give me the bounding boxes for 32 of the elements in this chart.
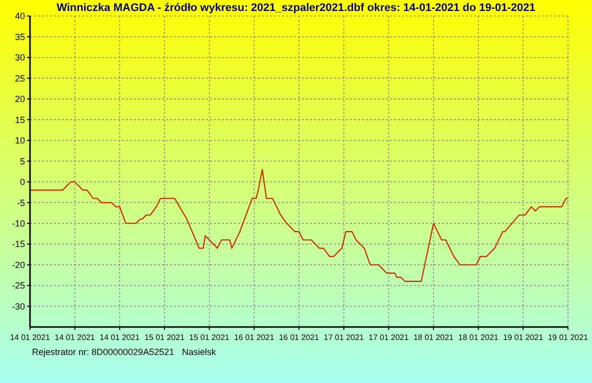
x-tick-label: 17 01 2021 <box>324 333 364 342</box>
x-tick-label: 14 01 2021 <box>100 333 140 342</box>
x-tick-label: 15 01 2021 <box>144 333 186 342</box>
y-tick-label: 0 <box>20 177 25 188</box>
y-tick-label: 35 <box>14 32 25 42</box>
y-tick-label: -10 <box>12 218 25 228</box>
x-tick-label: 19 01 2021 <box>548 333 589 342</box>
x-tick-label: 15 01 2021 <box>189 333 230 342</box>
x-tick-label: 17 01 2021 <box>368 333 410 342</box>
y-tick-label: -20 <box>12 260 25 270</box>
x-tick-label: 14 01 2021 <box>10 333 51 342</box>
y-tick-label: 10 <box>14 136 25 146</box>
y-tick-label: 20 <box>14 94 25 104</box>
y-tick-label: -15 <box>12 239 25 250</box>
y-tick-label: -25 <box>12 280 25 291</box>
x-tick-label: 14 01 2021 <box>54 333 96 342</box>
x-tick-label: 18 01 2021 <box>413 333 454 342</box>
y-tick-label: 5 <box>20 156 25 166</box>
y-tick-label: 15 <box>14 114 25 125</box>
text: Rejestrator nr: 8D00000029A52521 <box>32 347 174 357</box>
x-tick-label: 16 01 2021 <box>234 333 275 342</box>
x-tick-label: 18 01 2021 <box>458 333 499 342</box>
y-tick-label: 40 <box>14 11 25 22</box>
y-tick-label: 30 <box>14 52 25 63</box>
chart-title: Winniczka MAGDA - źródło wykresu: 2021_szpaler2021.dbf okres: 14-01-2021 do 19-01-2021 <box>56 2 536 14</box>
y-tick-label: -30 <box>12 301 25 312</box>
x-tick-label: 19 01 2021 <box>503 333 544 342</box>
text: Nasielsk <box>182 347 217 357</box>
line-series <box>29 168 569 282</box>
y-tick-label: 25 <box>14 73 25 84</box>
x-tick-label: 16 01 2021 <box>278 333 320 342</box>
y-tick-label: -5 <box>16 198 25 208</box>
